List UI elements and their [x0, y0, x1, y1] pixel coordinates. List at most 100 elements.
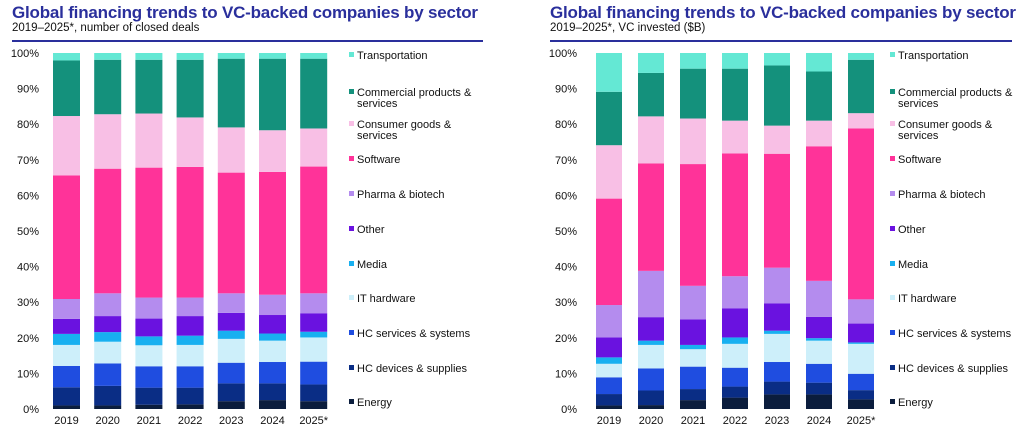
bar-segment-hc-devices-supplies — [300, 384, 328, 402]
bar-segment-energy — [300, 401, 328, 409]
legend-label: Consumer goods & services — [357, 119, 452, 142]
x-tick-label: 2025* — [299, 415, 328, 427]
legend-swatch — [890, 156, 895, 161]
chart-subtitle: 2019–2025*, number of closed deals — [12, 22, 200, 34]
bar-segment-it-hardware — [806, 340, 832, 364]
bar-segment-media — [259, 333, 286, 341]
bar-segment-other — [596, 337, 622, 358]
legend-item: HC devices & supplies — [890, 363, 1009, 375]
bar-segment-pharma-biotech — [848, 299, 874, 324]
legend-swatch — [349, 52, 354, 57]
bar-segment-pharma-biotech — [53, 298, 80, 319]
bar-segment-it-hardware — [259, 340, 286, 363]
legend-item: Media — [890, 259, 929, 271]
bar-segment-hc-services-systems — [848, 373, 874, 391]
bar-segment-hc-devices-supplies — [217, 383, 245, 402]
legend-item: Energy — [349, 397, 392, 409]
legend-label: Commercial products & services — [898, 87, 1013, 110]
bar-segment-energy — [638, 405, 664, 409]
y-tick-label: 50% — [17, 226, 39, 238]
bar-segment-commercial-products-services — [94, 59, 122, 115]
bar-segment-other — [722, 308, 748, 338]
bar-segment-pharma-biotech — [94, 293, 122, 317]
bar-segment-pharma-biotech — [176, 297, 204, 317]
bar-segment-hc-services-systems — [806, 363, 832, 383]
bar-segment-consumer-goods-services — [94, 114, 122, 169]
bar-segment-software — [596, 198, 622, 306]
bar-segment-transportation — [300, 53, 328, 59]
x-tick-label: 2023 — [765, 415, 789, 427]
legend-item: IT hardware — [890, 293, 957, 305]
chart-plot-vc-invested: 0% 10% 20% 30% 40% 50% 60% 70% 80% 90% 100% 2019 202… — [549, 48, 1013, 427]
bar-segment-pharma-biotech — [722, 276, 748, 309]
legend-label: Energy — [898, 397, 933, 409]
chart-vc-invested: Global financing trends to VC-backed com… — [549, 0, 1024, 447]
bar-segment-consumer-goods-services — [53, 116, 80, 176]
y-tick-label: 70% — [17, 155, 39, 167]
legend-item: Transportation — [349, 50, 428, 62]
bar-segment-consumer-goods-services — [259, 130, 286, 172]
legend-swatch — [349, 365, 354, 370]
bar-segment-pharma-biotech — [596, 305, 622, 338]
bar-segment-other — [680, 319, 706, 345]
bar-segment-commercial-products-services — [135, 59, 163, 114]
bar-segment-it-hardware — [848, 343, 874, 374]
legend-item: HC services & systems — [349, 328, 471, 340]
chart-title: Global financing trends to VC-backed com… — [12, 3, 478, 22]
legend-label: Transportation — [898, 50, 969, 62]
bar-segment-media — [596, 357, 622, 364]
bar-segment-transportation — [596, 53, 622, 92]
legend-swatch — [349, 89, 354, 94]
legend-label: Other — [357, 224, 385, 236]
bar-segment-it-hardware — [764, 333, 790, 363]
bar-segment-media — [135, 336, 163, 346]
bar-segment-consumer-goods-services — [217, 127, 245, 173]
x-tick-label: 2019 — [54, 415, 78, 427]
legend-item: Other — [890, 224, 926, 236]
legend-item: Energy — [890, 397, 933, 409]
bar-segment-media — [638, 340, 664, 345]
bar-segment-hc-services-systems — [596, 377, 622, 395]
legend-item: Media — [349, 259, 388, 271]
bar-segment-energy — [764, 394, 790, 409]
bar-segment-hc-services-systems — [217, 362, 245, 384]
legend-label: HC devices & supplies — [357, 363, 468, 375]
bar-segment-hc-devices-supplies — [596, 394, 622, 406]
bar-segment-energy — [259, 400, 286, 409]
bar-segment-other — [176, 316, 204, 336]
bar-segment-hc-services-systems — [53, 365, 80, 388]
bar-segment-media — [53, 333, 80, 345]
x-tick-label: 2024 — [807, 415, 831, 427]
bar-segment-software — [764, 153, 790, 268]
bar-segment-it-hardware — [722, 343, 748, 368]
bar-segment-hc-services-systems — [176, 366, 204, 388]
title-rule — [12, 40, 483, 42]
y-tick-label: 80% — [555, 119, 577, 131]
bar-segment-consumer-goods-services — [135, 113, 163, 168]
y-tick-label: 20% — [555, 333, 577, 345]
bar-segment-hc-services-systems — [300, 361, 328, 385]
x-tick-label: 2021 — [681, 415, 705, 427]
bar-segment-pharma-biotech — [764, 267, 790, 304]
y-tick-label: 20% — [17, 333, 39, 345]
legend-swatch — [890, 89, 895, 94]
bar-segment-transportation — [217, 53, 245, 59]
legend-label: Media — [898, 259, 929, 271]
bar-segment-hc-devices-supplies — [848, 390, 874, 400]
bar-segment-software — [94, 168, 122, 294]
bar-segment-media — [680, 344, 706, 350]
x-tick-label: 2025* — [847, 415, 876, 427]
legend-item: Pharma & biotech — [349, 189, 444, 201]
bar-segment-commercial-products-services — [806, 71, 832, 121]
bar-segment-other — [135, 318, 163, 337]
bar-segment-hc-devices-supplies — [638, 390, 664, 406]
bar-segment-consumer-goods-services — [300, 128, 328, 167]
bar-segment-hc-services-systems — [259, 362, 286, 384]
y-tick-label: 100% — [11, 48, 39, 60]
bar-segment-energy — [53, 405, 80, 409]
legend-label: HC services & systems — [898, 328, 1012, 340]
bar-segment-transportation — [848, 53, 874, 60]
y-tick-label: 10% — [17, 368, 39, 380]
bar-segment-media — [848, 342, 874, 344]
legend-label: Transportation — [357, 50, 428, 62]
